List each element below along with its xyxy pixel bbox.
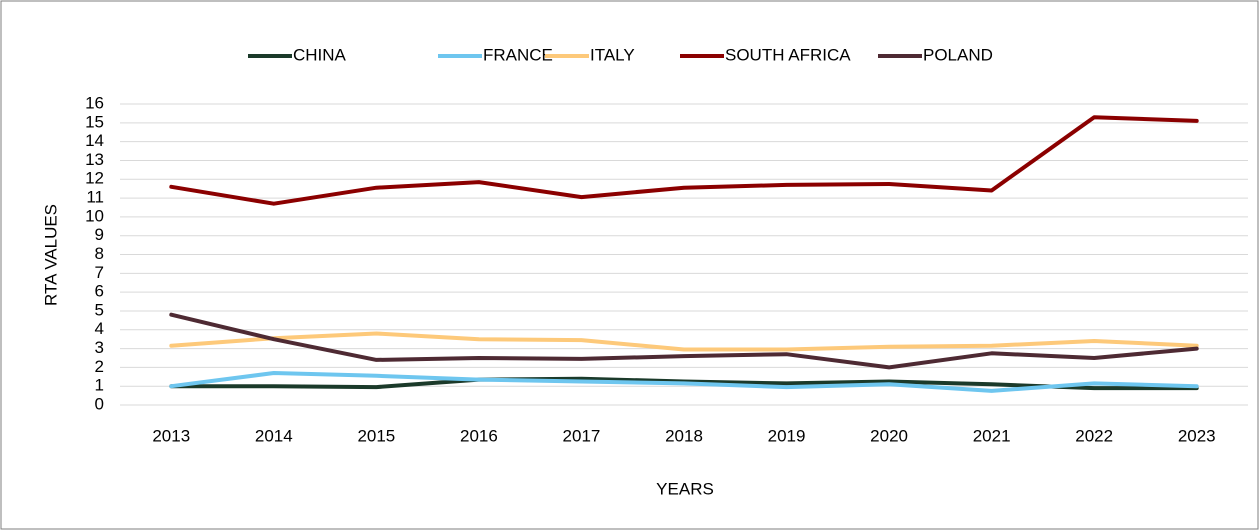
y-tick-label: 1 [95,376,104,395]
y-tick-label: 11 [86,188,104,207]
y-tick-label: 2 [95,357,104,376]
x-tick-label: 2014 [255,426,293,445]
x-tick-label: 2021 [973,426,1011,445]
x-tick-label: 2019 [768,426,806,445]
y-tick-label: 13 [85,150,104,169]
legend-label: CHINA [293,45,347,64]
legend-label: FRANCE [483,45,553,64]
y-tick-label: 7 [95,263,104,282]
y-tick-label: 8 [95,244,104,263]
series-line [169,115,1199,206]
y-tick-label: 4 [95,319,104,338]
y-axis-label: RTA VALUES [41,204,60,306]
x-tick-label: 2016 [460,426,498,445]
y-tick-label: 9 [95,225,104,244]
x-tick-label: 2020 [870,426,908,445]
x-tick-label: 2013 [152,426,190,445]
y-tick-label: 0 [95,394,104,413]
y-tick-label: 6 [95,282,104,301]
series-line [169,371,1199,393]
y-tick-label: 5 [95,300,104,319]
x-tick-label: 2018 [665,426,703,445]
legend-label: POLAND [923,45,993,64]
series-line [169,331,1199,352]
y-tick-label: 15 [85,112,104,131]
x-axis-label: YEARS [656,479,714,498]
y-tick-label: 16 [85,93,104,112]
y-tick-label: 3 [95,338,104,357]
x-tick-label: 2023 [1178,426,1216,445]
legend-label: ITALY [590,45,635,64]
series-line [169,312,1199,370]
legend-label: SOUTH AFRICA [725,45,851,64]
y-tick-label: 14 [85,131,104,150]
y-tick-label: 10 [85,206,104,225]
y-tick-label: 12 [85,169,104,188]
x-tick-label: 2015 [357,426,395,445]
x-tick-label: 2022 [1075,426,1113,445]
x-tick-label: 2017 [563,426,601,445]
